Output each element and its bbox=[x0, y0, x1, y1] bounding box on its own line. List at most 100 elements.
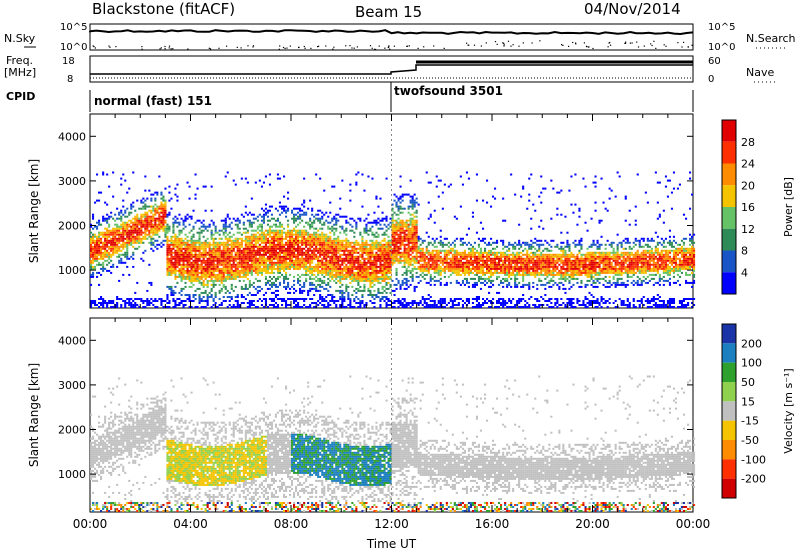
scatter-cell bbox=[248, 243, 251, 246]
nsearch-point bbox=[279, 45, 281, 47]
scatter-cell bbox=[164, 215, 167, 218]
scatter-cell bbox=[331, 275, 334, 278]
scatter-cell bbox=[415, 251, 418, 254]
scatter-cell bbox=[331, 273, 334, 276]
scatter-cell bbox=[184, 294, 187, 296]
scatter-cell bbox=[98, 302, 101, 304]
scatter-cell bbox=[194, 197, 197, 200]
scatter-cell bbox=[355, 257, 358, 260]
scatter-cell bbox=[385, 241, 388, 244]
scatter-cell bbox=[186, 261, 189, 264]
scatter-cell bbox=[188, 251, 191, 254]
scatter-cell bbox=[441, 257, 444, 260]
scatter-cell bbox=[198, 219, 201, 222]
scatter-cell bbox=[299, 298, 302, 300]
scatter-cell bbox=[359, 279, 362, 282]
scatter-cell bbox=[443, 237, 446, 240]
scatter-cell bbox=[250, 253, 253, 256]
scatter-cell bbox=[118, 247, 121, 250]
scatter-cell bbox=[110, 233, 113, 236]
scatter-cell bbox=[327, 271, 330, 274]
scatter-cell bbox=[361, 275, 364, 278]
scatter-cell bbox=[112, 239, 115, 242]
scatter-cell bbox=[359, 233, 362, 236]
scatter-cell bbox=[262, 261, 265, 264]
scatter-cell bbox=[287, 277, 290, 280]
scatter-cell bbox=[289, 231, 292, 234]
scatter-cell bbox=[297, 239, 300, 242]
scatter-cell bbox=[397, 261, 400, 264]
scatter-cell bbox=[381, 263, 384, 266]
scatter-cell bbox=[160, 300, 163, 302]
scatter-cell bbox=[108, 239, 111, 242]
scatter-cell bbox=[371, 296, 374, 298]
scatter-cell bbox=[144, 306, 147, 308]
scatter-cell bbox=[162, 219, 165, 222]
scatter-cell bbox=[236, 304, 239, 306]
scatter-cell bbox=[327, 261, 330, 264]
scatter-cell bbox=[293, 302, 296, 304]
scatter-cell bbox=[234, 241, 237, 244]
scatter-cell bbox=[164, 211, 167, 214]
nsearch-point bbox=[318, 45, 320, 47]
scatter-cell bbox=[244, 243, 247, 246]
scatter-cell bbox=[419, 302, 422, 304]
scatter-cell bbox=[407, 219, 410, 222]
scatter-cell bbox=[303, 300, 306, 302]
scatter-cell bbox=[104, 300, 107, 302]
scatter-cell bbox=[232, 255, 235, 258]
scatter-cell bbox=[126, 191, 129, 194]
scatter-cell bbox=[399, 243, 402, 246]
scatter-cell bbox=[369, 239, 372, 242]
scatter-cell bbox=[335, 269, 338, 272]
scatter-cell bbox=[256, 273, 259, 276]
scatter-cell bbox=[224, 219, 227, 222]
scatter-cell bbox=[447, 245, 450, 248]
scatter-cell bbox=[252, 267, 255, 270]
scatter-cell bbox=[289, 245, 292, 248]
scatter-cell bbox=[278, 298, 281, 300]
scatter-cell bbox=[208, 261, 211, 264]
scatter-cell bbox=[118, 279, 121, 282]
scatter-cell bbox=[184, 241, 187, 244]
scatter-cell bbox=[144, 237, 147, 240]
scatter-cell bbox=[371, 261, 374, 264]
scatter-cell bbox=[315, 269, 318, 272]
scatter-cell bbox=[443, 261, 446, 264]
scatter-cell bbox=[295, 207, 298, 210]
scatter-cell bbox=[264, 203, 267, 206]
scatter-cell bbox=[427, 267, 430, 270]
scatter-cell bbox=[174, 221, 177, 224]
scatter-cell bbox=[385, 287, 388, 290]
scatter-cell bbox=[100, 267, 103, 270]
scatter-cell bbox=[447, 249, 450, 252]
scatter-cell bbox=[317, 267, 320, 270]
scatter-cell bbox=[212, 247, 215, 250]
scatter-cell bbox=[260, 229, 263, 232]
scatter-cell bbox=[250, 257, 253, 260]
scatter-cell bbox=[268, 205, 271, 208]
scatter-cell bbox=[307, 267, 310, 270]
scatter-cell bbox=[309, 217, 312, 220]
scatter-cell bbox=[196, 263, 199, 266]
scatter-cell bbox=[453, 261, 456, 264]
scatter-cell bbox=[409, 229, 412, 232]
scatter-cell bbox=[140, 201, 143, 204]
scatter-cell bbox=[268, 243, 271, 246]
scatter-cell bbox=[305, 245, 308, 248]
scatter-cell bbox=[437, 179, 440, 182]
scatter-cell bbox=[176, 225, 179, 228]
scatter-cell bbox=[283, 257, 286, 260]
scatter-cell bbox=[407, 263, 410, 266]
scatter-cell bbox=[150, 221, 153, 224]
scatter-cell bbox=[309, 199, 312, 202]
scatter-cell bbox=[421, 271, 424, 274]
scatter-cell bbox=[375, 197, 378, 200]
scatter-cell bbox=[148, 215, 151, 218]
scatter-cell bbox=[142, 302, 145, 304]
scatter-cell bbox=[158, 227, 161, 230]
scatter-cell bbox=[178, 302, 181, 304]
scatter-cell bbox=[118, 235, 121, 238]
scatter-cell bbox=[389, 300, 392, 302]
scatter-cell bbox=[216, 273, 219, 276]
